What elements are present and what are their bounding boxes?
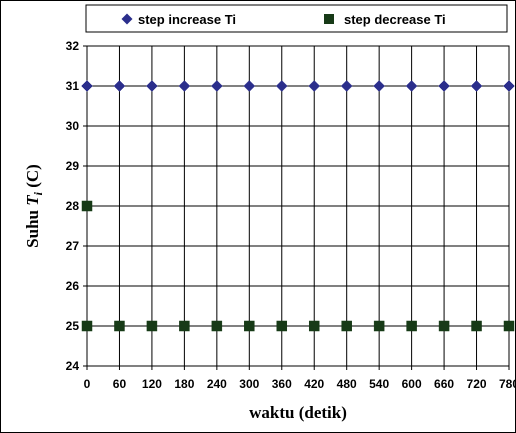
data-point-increase: [373, 80, 386, 92]
x-tick-label: 780: [499, 377, 516, 391]
data-point-increase: [146, 80, 158, 92]
legend-item-decrease: step decrease Ti: [324, 12, 446, 27]
data-point-decrease: [244, 320, 255, 332]
data-point-increase: [340, 80, 353, 92]
y-tick-label: 28: [66, 199, 80, 213]
y-tick-label: 26: [66, 279, 80, 293]
legend-box: [85, 4, 508, 33]
data-point-decrease: [406, 320, 417, 332]
x-tick-label: 120: [142, 377, 162, 391]
data-point-decrease: [341, 320, 352, 332]
y-tick-label: 31: [66, 79, 80, 93]
legend-square-marker: [324, 14, 334, 24]
data-point-increase: [503, 80, 515, 92]
y-axis-title-prefix: Suhu: [23, 206, 42, 248]
data-point-decrease: [81, 320, 93, 332]
x-tick-label: 240: [207, 377, 227, 391]
data-point-decrease: [438, 320, 450, 332]
y-tick-label: 30: [66, 119, 80, 133]
x-axis-ticks: 0 60 120 180 240 300 360 420 480 540 600 660 720 780: [84, 366, 516, 391]
data-point-decrease: [308, 320, 320, 332]
y-tick-label: 25: [66, 319, 80, 333]
data-point-increase: [210, 80, 223, 92]
y-axis-title: Suhu Ti (C): [23, 164, 45, 248]
y-tick-label: 27: [66, 239, 80, 253]
x-tick-label: 360: [272, 377, 292, 391]
data-point-decrease: [81, 200, 93, 212]
data-point-increase: [405, 80, 418, 92]
data-point-decrease: [146, 320, 158, 332]
data-point-decrease: [373, 320, 385, 332]
x-tick-label: 480: [337, 377, 357, 391]
legend: step increase Ti step decrease Ti: [85, 4, 508, 33]
x-tick-label: 600: [402, 377, 422, 391]
y-axis-title-suffix: (C): [23, 164, 42, 192]
data-point-decrease: [503, 320, 515, 332]
y-axis-title-subscript: i: [31, 191, 45, 195]
data-point-increase: [178, 80, 191, 92]
data-point-increase: [438, 80, 450, 92]
data-point-decrease: [211, 320, 223, 332]
data-point-increase: [243, 80, 256, 92]
x-tick-label: 660: [434, 377, 454, 391]
y-tick-label: 29: [66, 159, 80, 173]
legend-label-decrease: step decrease Ti: [344, 12, 446, 27]
x-tick-label: 420: [304, 377, 324, 391]
x-tick-label: 180: [174, 377, 194, 391]
data-point-decrease: [471, 320, 482, 332]
x-tick-label: 720: [467, 377, 487, 391]
y-tick-label: 32: [66, 39, 80, 53]
data-point-decrease: [276, 320, 288, 332]
legend-item-increase: step increase Ti: [121, 12, 236, 27]
x-tick-label: 60: [113, 377, 127, 391]
data-point-decrease: [114, 320, 125, 332]
legend-diamond-marker: [121, 13, 133, 25]
data-points: [81, 80, 515, 332]
data-point-increase: [113, 80, 126, 92]
y-axis-title-variable: T: [23, 195, 42, 206]
x-tick-label: 300: [239, 377, 259, 391]
data-point-increase: [470, 80, 483, 92]
data-point-increase: [81, 80, 93, 92]
legend-label-increase: step increase Ti: [138, 12, 236, 27]
x-axis-title: waktu (detik): [249, 403, 347, 422]
data-point-increase: [308, 80, 321, 92]
x-tick-label: 0: [84, 377, 91, 391]
data-point-decrease: [179, 320, 190, 332]
data-point-increase: [275, 80, 288, 92]
y-tick-label: 24: [66, 359, 80, 373]
x-tick-label: 540: [369, 377, 389, 391]
